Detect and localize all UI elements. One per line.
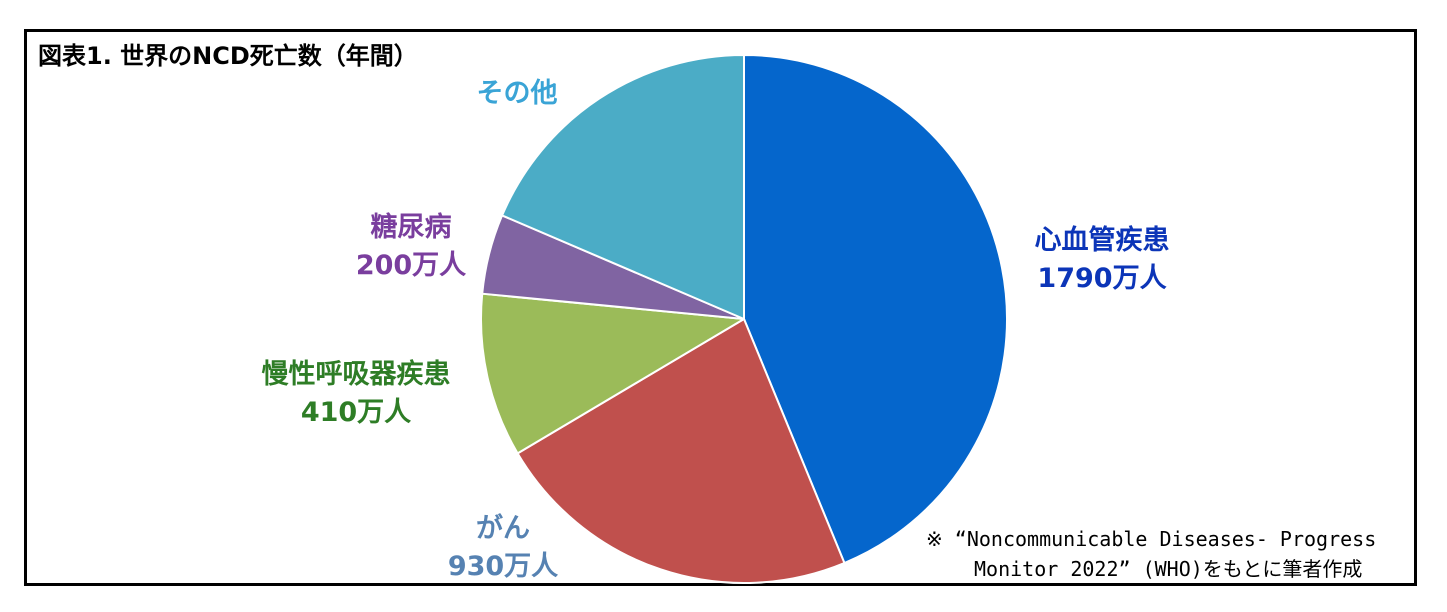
chart-title: 図表1. 世界のNCD死亡数（年間） xyxy=(38,42,418,70)
source-note: ※ “Noncommunicable Diseases- Progress Mo… xyxy=(926,524,1376,584)
slice-label-respiratory-value: 410万人 xyxy=(300,397,412,428)
slice-label-other-name: その他 xyxy=(476,78,558,109)
source-note-line1: ※ “Noncommunicable Diseases- Progress xyxy=(926,527,1377,551)
slice-label-cancer-value: 930万人 xyxy=(447,551,559,582)
slice-label-cardiovascular: 心血管疾患 1790万人 xyxy=(1035,222,1170,298)
source-note-line2: Monitor 2022” (WHO)をもとに筆者作成 xyxy=(974,557,1363,581)
slice-label-diabetes-name: 糖尿病 xyxy=(370,212,452,243)
slice-label-diabetes-value: 200万人 xyxy=(355,250,467,281)
pie-slice-other xyxy=(501,54,745,320)
slice-label-other: その他 xyxy=(477,75,558,113)
chart-frame xyxy=(24,29,1417,586)
pie-slice-respiratory xyxy=(480,292,745,455)
slice-label-diabetes: 糖尿病 200万人 xyxy=(356,209,466,285)
slice-label-cancer: がん 930万人 xyxy=(448,510,558,586)
pie-slice-cancer xyxy=(516,318,846,584)
slice-label-respiratory-name: 慢性呼吸器疾患 xyxy=(261,359,451,390)
slice-label-cardiovascular-value: 1790万人 xyxy=(1037,263,1167,294)
pie-slice-cardiovascular xyxy=(743,54,1008,565)
slice-label-respiratory: 慢性呼吸器疾患 410万人 xyxy=(262,356,451,432)
slice-label-cancer-name: がん xyxy=(476,513,530,544)
slice-label-cardiovascular-name: 心血管疾患 xyxy=(1034,225,1170,256)
